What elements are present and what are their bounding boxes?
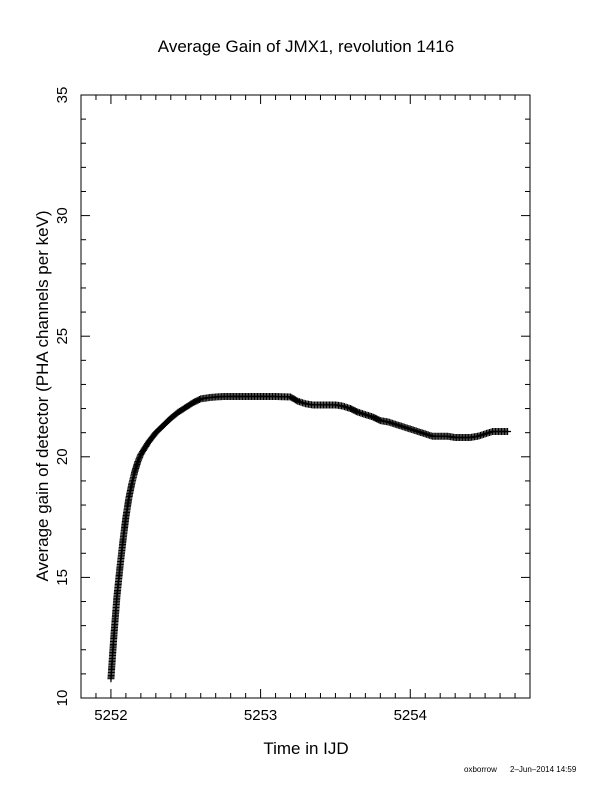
- footer-credit: oxborrow: [464, 765, 497, 774]
- y-axis-ticks: 10 15 20 25 30 35: [54, 87, 530, 707]
- y-axis-label: Average gain of detector (PHA channels p…: [33, 210, 52, 581]
- y-tick-label: 15: [54, 569, 71, 586]
- data-points: [107, 393, 512, 683]
- x-axis-ticks: 5252 5253 5254: [80, 95, 531, 724]
- y-tick-label: 25: [54, 328, 71, 345]
- plot-frame: [80, 94, 531, 699]
- footer-date: 2–Jun–2014 14:59: [510, 765, 577, 774]
- y-tick-label: 30: [54, 207, 71, 224]
- y-tick-label: 20: [54, 448, 71, 465]
- x-tick-label: 5254: [394, 707, 427, 724]
- y-tick-label: 10: [54, 690, 71, 707]
- x-axis-label: Time in IJD: [263, 739, 348, 758]
- y-tick-label: 35: [54, 87, 71, 104]
- chart-title: Average Gain of JMX1, revolution 1416: [158, 37, 454, 56]
- x-tick-label: 5252: [94, 707, 127, 724]
- x-tick-label: 5253: [244, 707, 277, 724]
- data-point: [504, 427, 512, 435]
